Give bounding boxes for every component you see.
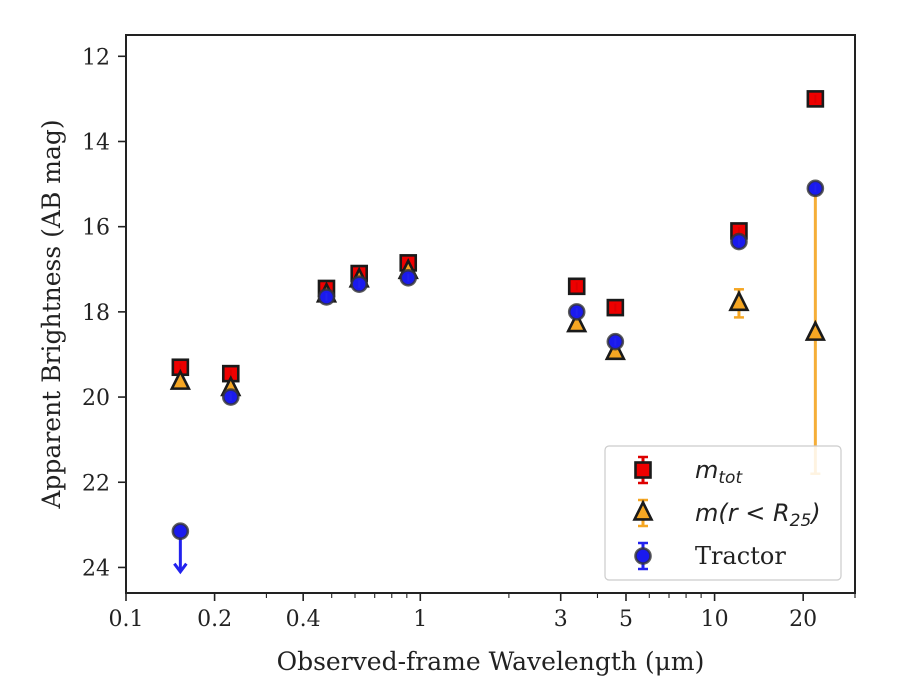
x-tick-label: 3 xyxy=(554,607,568,632)
axis-ticks: 0.1 0.2 0.4 1 3 5 10 20 12 14 16 18 20 22 24 xyxy=(82,45,856,632)
legend-label: m(r < R25) xyxy=(695,499,821,531)
marker-triangle xyxy=(804,319,826,341)
data-markers xyxy=(169,90,826,541)
y-tick-label: 14 xyxy=(82,130,110,155)
legend: mtot m(r < R25) Tractor xyxy=(604,445,842,581)
y-axis-title: Apparent Brightness (AB mag) xyxy=(37,119,66,509)
y-tick-label: 20 xyxy=(82,386,110,411)
x-tick-label: 1 xyxy=(413,607,427,632)
legend-marker-square xyxy=(634,461,652,479)
y-tick-label: 18 xyxy=(82,301,110,326)
legend-label: mtot xyxy=(695,456,743,488)
legend-marker-triangle xyxy=(632,499,654,521)
y-tick-label: 24 xyxy=(82,556,110,581)
legend-item: m(r < R25) xyxy=(632,498,821,531)
legend-box xyxy=(604,445,842,581)
y-tick-label: 16 xyxy=(82,216,110,241)
x-tick-label: 10 xyxy=(701,607,729,632)
x-tick-label: 0.1 xyxy=(109,607,144,632)
plot-area-frame xyxy=(125,34,856,594)
marker-circle xyxy=(171,522,190,541)
y-tick-label: 12 xyxy=(82,45,110,70)
x-tick-label: 5 xyxy=(619,607,633,632)
x-tick-label: 0.2 xyxy=(197,607,232,632)
legend-item: Tractor xyxy=(634,541,786,571)
x-tick-label: 0.4 xyxy=(286,607,321,632)
legend-label: Tractor xyxy=(695,542,786,570)
y-tick-label: 22 xyxy=(82,471,110,496)
legend-item: mtot xyxy=(634,455,743,488)
marker-triangle xyxy=(728,289,750,312)
x-tick-label: 20 xyxy=(789,607,817,632)
legend-marker-circle xyxy=(634,547,652,565)
x-axis-title: Observed-frame Wavelength (μm) xyxy=(277,647,705,676)
